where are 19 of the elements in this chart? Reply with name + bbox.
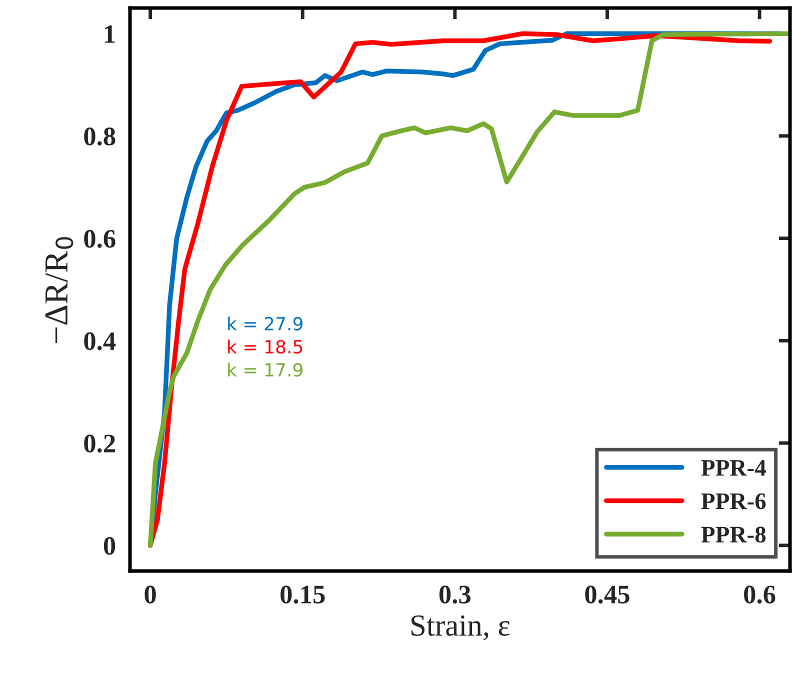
y-axis-title: −ΔR/R$_{0}$: [45, 237, 74, 344]
y-tick-label: 1: [105, 25, 115, 43]
x-tick-label: 0.3: [439, 586, 471, 604]
annotation: k = 27.9: [228, 316, 302, 331]
y-tick-label: 0.2: [84, 434, 115, 453]
annotation: k = 18.5: [228, 340, 302, 354]
x-tick-label: 0.45: [585, 586, 630, 604]
y-tick-label: 0.4: [84, 332, 116, 350]
x-axis-title: Strain, ε: [411, 615, 510, 640]
y-tick-label: 0.8: [84, 128, 116, 146]
y-tick-label: 0.6: [84, 230, 116, 248]
x-tick-label: 0.15: [280, 586, 325, 604]
x-tick-label: 0.6: [744, 586, 776, 604]
legend-label: PPR-8: [701, 526, 766, 543]
y-tick-label: 0: [104, 537, 116, 555]
x-tick-label: 0: [144, 586, 156, 604]
annotation: k = 17.9: [228, 362, 302, 377]
legend-label: PPR-4: [701, 460, 766, 476]
legend-label: PPR-6: [701, 493, 766, 510]
